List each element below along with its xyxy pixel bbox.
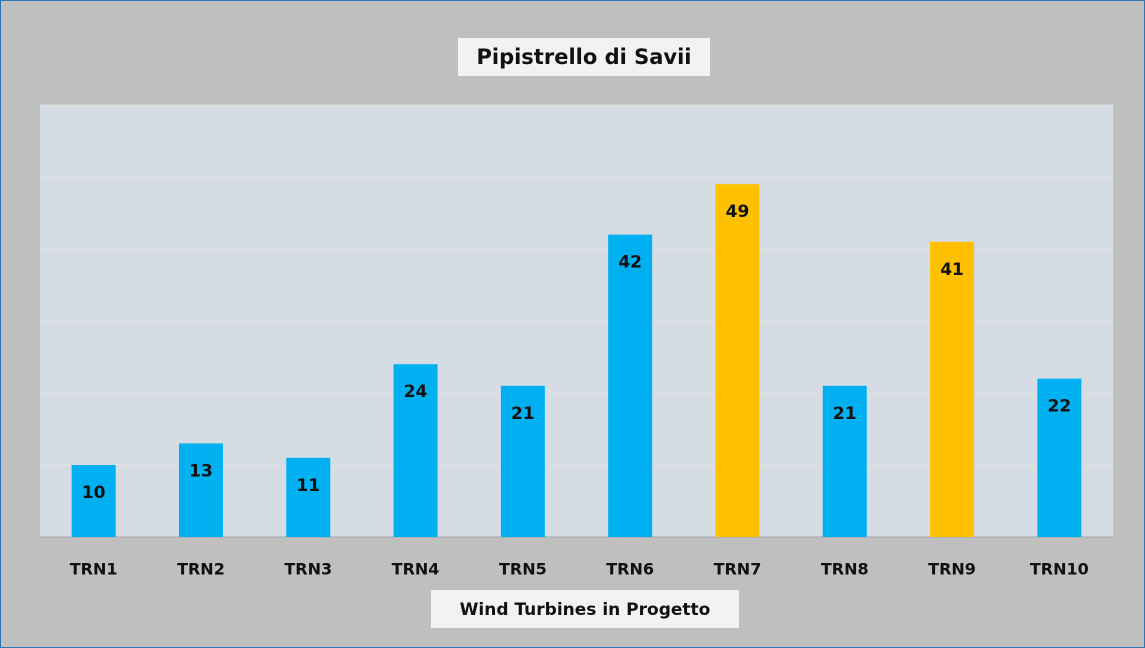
bar: [393, 364, 438, 537]
x-tick-label: TRN9: [928, 560, 976, 579]
data-label: 21: [833, 404, 857, 424]
bar: [608, 234, 653, 537]
data-label: 10: [82, 483, 106, 503]
x-label-box: [431, 590, 739, 628]
x-axis-label: Wind Turbines in Progetto: [460, 600, 711, 620]
title-box: [458, 38, 710, 76]
x-tick-label: TRN2: [177, 560, 225, 579]
x-tick-label: TRN7: [714, 560, 762, 579]
bar: [500, 385, 545, 537]
x-tick-label: TRN10: [1030, 560, 1089, 579]
data-label: 49: [726, 202, 750, 222]
data-label: 41: [940, 260, 964, 280]
data-label: 42: [618, 253, 642, 273]
x-tick-label: TRN8: [821, 560, 869, 579]
data-label: 24: [404, 382, 428, 402]
data-label: 21: [511, 404, 535, 424]
data-label: 13: [189, 461, 213, 481]
x-tick-label: TRN4: [392, 560, 440, 579]
data-label: 11: [296, 476, 320, 496]
bar: [1037, 378, 1082, 537]
x-tick-label: TRN6: [606, 560, 654, 579]
bar: [286, 457, 331, 537]
chart-title: Pipistrello di Savii: [476, 45, 691, 69]
bar: [71, 465, 116, 537]
bar: [822, 385, 867, 537]
bar: [930, 241, 975, 538]
bar: [715, 184, 760, 537]
x-tick-label: TRN3: [284, 560, 332, 579]
x-tick-label: TRN5: [499, 560, 547, 579]
data-label: 22: [1048, 397, 1072, 417]
x-tick-label: TRN1: [70, 560, 118, 579]
bar: [178, 443, 223, 537]
